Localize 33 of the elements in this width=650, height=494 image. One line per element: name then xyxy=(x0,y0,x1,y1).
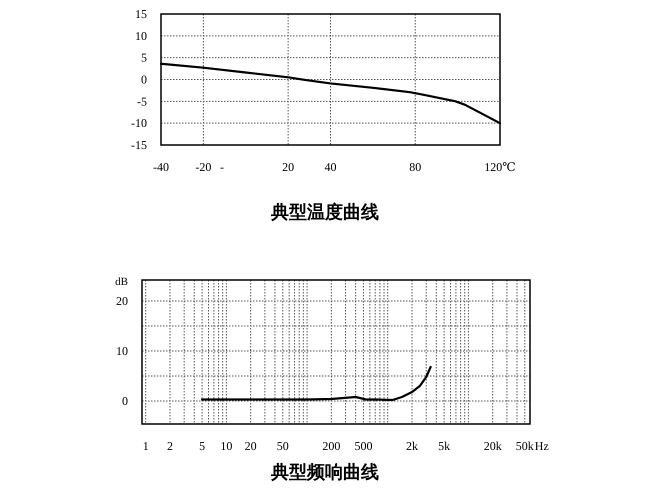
x-tick-label: 5 xyxy=(199,439,206,453)
y-tick-label: 10 xyxy=(135,28,147,43)
text: 典型温度曲线 xyxy=(270,202,379,223)
y-tick-label: 0 xyxy=(122,394,128,408)
x-tick-label: -40 xyxy=(153,160,169,174)
y-axis-title: dB xyxy=(115,276,128,288)
x-tick-label: 20 xyxy=(282,160,294,174)
y-tick-label: -5 xyxy=(137,94,147,108)
y-tick-label: -10 xyxy=(131,116,147,130)
x-tick-label: 2k xyxy=(406,439,418,453)
x-tick-label: 200 xyxy=(322,439,340,453)
x-tick-label: 5k xyxy=(438,439,450,453)
x-tick-label: 50k xyxy=(516,439,534,453)
y-tick-label: 0 xyxy=(141,72,147,86)
x-tick-label: 40 xyxy=(324,160,336,174)
x-tick-label: -20 xyxy=(195,160,212,174)
x-tick-label: 120℃ xyxy=(484,160,516,174)
x-axis-title: Hz xyxy=(534,439,549,453)
y-tick-label: 20 xyxy=(116,294,128,308)
y-tick-label: 5 xyxy=(141,50,147,65)
x-tick-label: 2 xyxy=(166,439,173,453)
y-tick-label: 10 xyxy=(116,344,128,358)
y-tick-label: -15 xyxy=(131,138,147,152)
x-tick-label: 10 xyxy=(220,439,232,453)
x-tick-label: 20 xyxy=(244,439,257,453)
x-tick-label: 500 xyxy=(354,439,372,453)
x-tick-label: 80 xyxy=(409,160,422,174)
x-tick-label: 20k xyxy=(484,439,502,453)
x-tick-label: 1 xyxy=(142,439,149,453)
y-tick-label: 15 xyxy=(135,7,147,21)
text: - xyxy=(220,160,224,174)
x-tick-label: 50 xyxy=(276,439,289,453)
text: 典型频响曲线 xyxy=(270,462,379,483)
